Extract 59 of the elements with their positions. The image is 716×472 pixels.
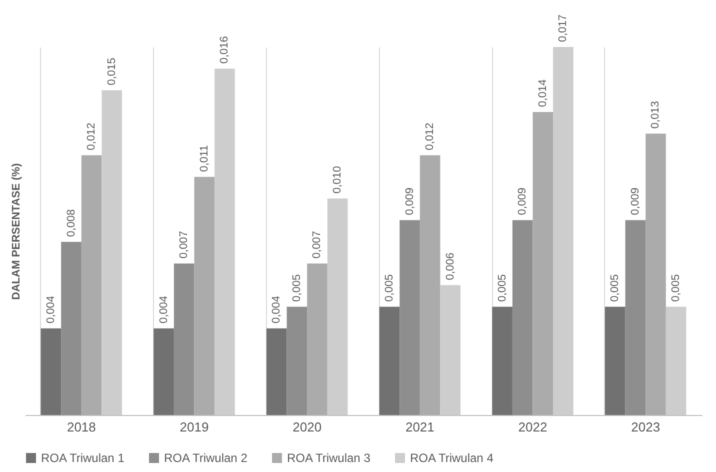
data-label: 0,015 bbox=[106, 58, 118, 86]
x-tick-label: 2018 bbox=[66, 420, 96, 434]
bar bbox=[40, 328, 62, 415]
data-label: 0,004 bbox=[270, 296, 283, 324]
bar bbox=[154, 328, 174, 415]
x-tick-label: 2021 bbox=[405, 420, 434, 434]
y-axis-title: DALAM PERSENTASE (%) bbox=[10, 162, 22, 300]
x-tick-label: 2020 bbox=[292, 420, 322, 434]
x-tick-label: 2023 bbox=[631, 420, 660, 434]
data-label: 0,008 bbox=[65, 209, 78, 237]
bar bbox=[327, 198, 348, 415]
bar bbox=[61, 242, 82, 415]
data-label: 0,005 bbox=[609, 274, 622, 302]
bar bbox=[266, 328, 287, 415]
data-label: 0,005 bbox=[496, 274, 508, 302]
data-label: 0,014 bbox=[536, 79, 549, 107]
data-label: 0,006 bbox=[444, 252, 456, 280]
x-tick-label: 2019 bbox=[180, 420, 209, 434]
bar bbox=[286, 306, 308, 415]
bar bbox=[214, 68, 235, 415]
bar bbox=[604, 306, 626, 415]
bar bbox=[440, 285, 461, 415]
bar bbox=[553, 47, 574, 415]
data-label: 0,010 bbox=[332, 166, 344, 194]
data-label: 0,017 bbox=[557, 14, 570, 42]
data-label: 0,005 bbox=[383, 274, 396, 302]
legend-label: ROA Triwulan 3 bbox=[287, 451, 371, 465]
bar bbox=[81, 155, 102, 415]
bar bbox=[102, 90, 122, 415]
bar bbox=[512, 220, 533, 415]
legend-label: ROA Triwulan 1 bbox=[41, 451, 125, 465]
bar bbox=[194, 176, 215, 415]
data-label: 0,004 bbox=[158, 296, 170, 324]
data-label: 0,005 bbox=[670, 274, 682, 302]
data-label: 0,004 bbox=[44, 296, 57, 324]
bar bbox=[307, 263, 328, 415]
bar bbox=[174, 263, 194, 415]
data-label: 0,007 bbox=[178, 230, 190, 258]
data-label: 0,005 bbox=[290, 274, 303, 302]
data-label: 0,012 bbox=[424, 122, 436, 150]
data-label: 0,009 bbox=[516, 188, 529, 216]
bar bbox=[492, 306, 512, 415]
data-label: 0,007 bbox=[311, 230, 324, 258]
bar bbox=[532, 112, 554, 415]
data-label: 0,016 bbox=[218, 36, 231, 64]
bar bbox=[400, 220, 420, 415]
bar bbox=[420, 155, 440, 415]
bar bbox=[625, 220, 646, 415]
x-tick-label: 2022 bbox=[518, 420, 548, 434]
data-label: 0,011 bbox=[198, 145, 210, 172]
data-label: 0,009 bbox=[629, 188, 642, 216]
bar bbox=[646, 134, 666, 415]
legend-label: ROA Triwulan 4 bbox=[410, 451, 494, 465]
legend-label: ROA Triwulan 2 bbox=[164, 451, 248, 465]
bar bbox=[379, 306, 400, 415]
data-label: 0,009 bbox=[404, 188, 416, 216]
data-label: 0,012 bbox=[86, 122, 98, 150]
bar bbox=[666, 306, 686, 415]
data-label: 0,013 bbox=[650, 101, 662, 129]
